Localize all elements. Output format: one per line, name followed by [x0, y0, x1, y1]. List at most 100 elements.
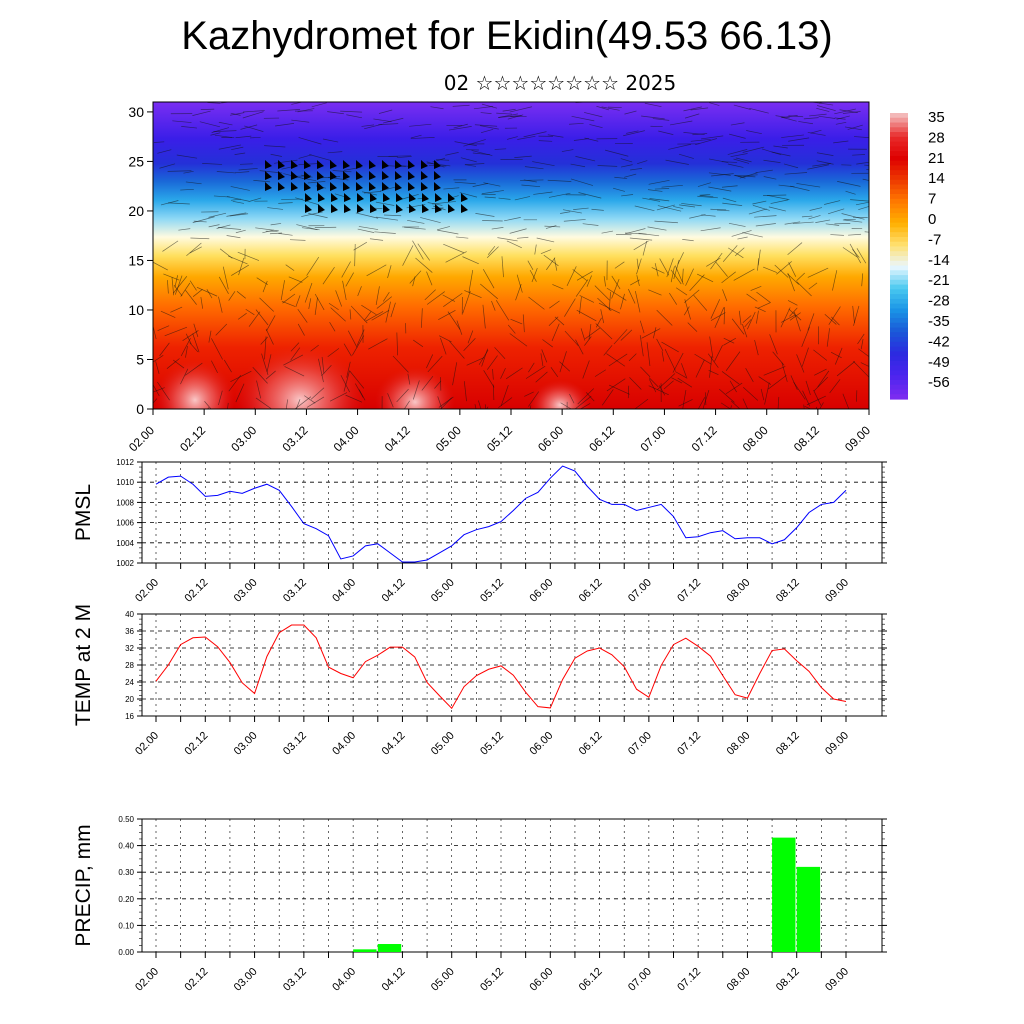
wind-streak — [427, 355, 443, 373]
wind-streak — [578, 192, 602, 199]
wind-streak — [159, 163, 176, 169]
wind-streak — [275, 123, 295, 127]
wind-streak — [661, 351, 665, 362]
wind-streak — [725, 351, 741, 371]
y-axis-label: TEMP at 2 M — [72, 604, 95, 726]
wind-streak — [708, 172, 731, 176]
wind-streak — [648, 179, 670, 185]
wind-streak — [681, 203, 702, 207]
wind-streak — [438, 396, 454, 408]
wind-streak — [162, 240, 179, 252]
wind-streak — [297, 308, 308, 323]
colorbar-segment — [890, 222, 908, 228]
wind-streak — [648, 289, 662, 296]
wind-streak — [720, 402, 732, 409]
colorbar-label: 28 — [928, 129, 945, 146]
wind-streak — [850, 199, 869, 202]
wind-streak — [816, 107, 830, 112]
wind-streak — [575, 156, 596, 162]
wind-streak — [777, 396, 780, 409]
wind-streak — [307, 180, 326, 184]
wind-streak — [728, 222, 746, 227]
wind-streak — [277, 109, 301, 112]
wind-streak — [630, 168, 643, 171]
heat-maximum — [155, 360, 235, 409]
wind-streak — [265, 370, 276, 380]
wind-barb-flag — [304, 182, 311, 191]
wind-streak — [697, 397, 706, 409]
wind-streak — [810, 129, 822, 134]
wind-streak — [492, 384, 495, 401]
wind-streak — [788, 308, 802, 321]
wind-streak — [421, 375, 434, 391]
y-tick-label: 40 — [125, 610, 134, 619]
wind-streak — [572, 269, 588, 282]
wind-streak — [466, 357, 485, 366]
wind-streak — [580, 328, 586, 341]
wind-streak — [328, 302, 339, 311]
wind-streak — [217, 227, 242, 230]
wind-streak — [733, 104, 751, 110]
wind-streak — [327, 151, 343, 154]
wind-streak — [153, 384, 160, 397]
wind-streak — [697, 195, 718, 199]
wind-streak — [264, 145, 286, 148]
wind-streak — [342, 280, 347, 300]
x-tick-label: 06.00 — [527, 577, 555, 605]
wind-streak — [690, 107, 709, 111]
wind-barb-flag — [344, 193, 351, 202]
wind-streak — [768, 375, 787, 390]
wind-streak — [509, 228, 527, 234]
colorbar-segment — [890, 198, 908, 205]
wind-streak — [196, 287, 218, 297]
wind-streak — [235, 383, 245, 403]
wind-streak — [566, 266, 577, 287]
x-tick-label: 06.00 — [535, 423, 566, 454]
chart-title: Kazhydromet for Ekidin(49.53 66.13) — [181, 14, 833, 58]
x-tick-label: 03.00 — [228, 423, 259, 454]
wind-streak — [842, 219, 863, 223]
x-tick-label: 08.12 — [774, 730, 802, 758]
wind-streak — [330, 307, 346, 322]
precip-bar — [353, 949, 377, 952]
wind-streak — [295, 295, 301, 308]
x-tick-label: 05.00 — [433, 423, 464, 454]
wind-streak — [521, 184, 541, 188]
wind-streak — [459, 192, 478, 198]
x-tick-label: 02.12 — [182, 577, 210, 605]
wind-streak — [708, 369, 719, 376]
wind-streak — [652, 327, 657, 339]
colorbar-segment — [890, 165, 908, 171]
wind-streak — [432, 201, 456, 205]
wind-barb-flag — [356, 182, 363, 191]
colorbar-segment — [890, 351, 908, 357]
colorbar-segment — [890, 217, 908, 224]
colorbar-label: -14 — [928, 252, 950, 269]
wind-streak — [474, 404, 477, 409]
wind-streak — [340, 375, 350, 393]
y-tick-label: 28 — [125, 661, 134, 670]
wind-streak — [474, 124, 498, 127]
wind-streak — [835, 121, 847, 125]
wind-streak — [789, 185, 810, 191]
wind-streak — [265, 328, 274, 345]
wind-streak — [153, 261, 168, 271]
wind-barb-flag — [343, 182, 350, 191]
wind-barb-flag — [370, 204, 377, 213]
x-tick-label: 02.00 — [133, 730, 161, 758]
wind-streak — [180, 368, 189, 385]
wind-streak — [737, 236, 748, 240]
wind-streak — [646, 342, 651, 367]
colorbar-segment — [890, 389, 908, 395]
y-axis-label: PMSL — [72, 484, 95, 541]
x-tick-label: 03.12 — [281, 577, 309, 605]
wind-streak — [706, 257, 721, 267]
wind-streak — [595, 317, 602, 328]
colorbar-segment — [890, 317, 908, 324]
wind-streak — [803, 404, 805, 409]
wind-barb-flag — [448, 204, 455, 213]
wind-streak — [788, 262, 797, 277]
wind-streak — [711, 173, 734, 177]
wind-streak — [235, 229, 246, 234]
wind-streak — [664, 348, 676, 371]
